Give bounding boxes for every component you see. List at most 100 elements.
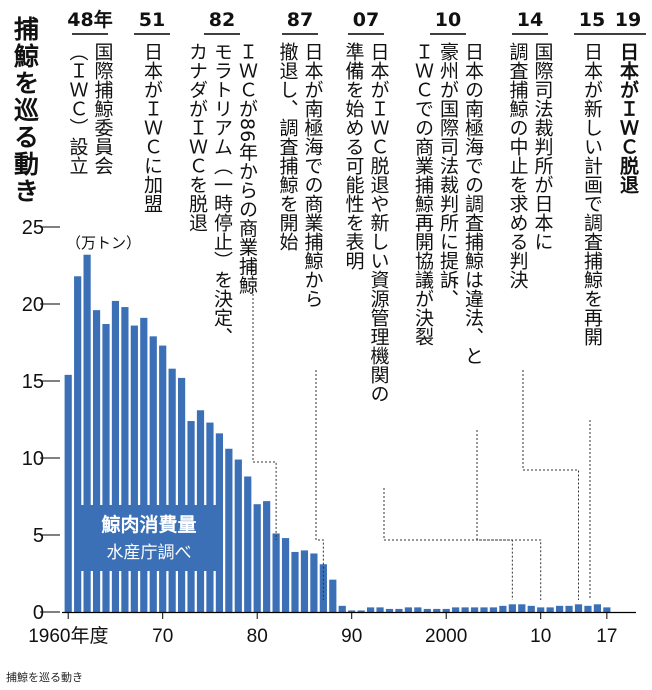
event-text-column: 撤退し、調査捕鯨を開始	[277, 42, 299, 251]
bar	[121, 307, 129, 612]
grid-lines: 0 5 10 15 20 25 （万トン）	[22, 217, 141, 624]
bar	[395, 608, 403, 612]
event-text-column: 国際司法裁判所が日本に	[532, 42, 554, 251]
event-text-column: （ＩＷＣ）設立	[67, 42, 89, 175]
x-tick-label: 90	[341, 626, 362, 647]
bar	[74, 276, 82, 612]
legend-main-label: 鯨肉消費量	[101, 513, 196, 536]
image-caption: 捕鯨を巡る動き	[6, 671, 83, 684]
y-axis-unit-label: （万トン）	[66, 234, 141, 252]
event-text-column: 調査捕鯨の中止を求める判決	[507, 42, 529, 289]
bar	[253, 504, 261, 612]
bar	[452, 607, 460, 612]
bar	[480, 607, 488, 612]
bar	[546, 607, 554, 612]
bar	[414, 607, 422, 612]
event-text-column: 準備を始める可能性を表明	[343, 42, 365, 270]
axes: 1960年度 70 80 90 2000 10 17	[28, 611, 636, 647]
bar	[518, 604, 526, 612]
event-leader-line	[383, 488, 513, 600]
event-text-column: モラトリアム（一時停止）を決定、	[211, 42, 233, 346]
event-leader-line	[315, 370, 324, 600]
event-year-label: 51	[139, 9, 165, 31]
y-tick-label: 25	[22, 217, 44, 239]
bar	[470, 607, 479, 612]
bar	[376, 607, 384, 612]
bar	[508, 604, 516, 612]
event-text-column: 国際捕鯨委員会	[92, 42, 114, 175]
event-year-label: 19	[615, 9, 641, 31]
bar	[263, 501, 271, 612]
bar	[244, 476, 252, 612]
bar	[149, 336, 157, 612]
bar	[537, 607, 545, 612]
bar	[574, 604, 583, 612]
bar	[168, 368, 176, 612]
bar	[338, 605, 346, 612]
bar	[234, 459, 242, 612]
bar	[159, 345, 167, 612]
legend-background	[80, 505, 218, 571]
legend-source-label: 水産庁調べ	[107, 543, 192, 563]
bar	[92, 310, 101, 612]
y-tick-label: 0	[33, 602, 44, 624]
event-year-label: 10	[435, 9, 461, 31]
bar	[178, 377, 186, 612]
title-group: 捕鯨を巡る動き	[11, 16, 41, 205]
chart-title: 捕鯨を巡る動き	[11, 16, 41, 205]
bar	[603, 607, 611, 612]
bar	[593, 604, 601, 612]
bar	[433, 608, 441, 612]
x-tick-label: 10	[530, 626, 551, 647]
event-text-column: カナダがＩＷＣを脱退	[186, 42, 208, 232]
y-tick-label: 5	[33, 525, 44, 547]
event-leader-line	[252, 262, 277, 540]
bar	[527, 605, 535, 612]
x-tick-label: 17	[596, 626, 617, 647]
event-text-column: ＩＷＣでの商業捕鯨再開協議が決裂	[412, 42, 434, 346]
event-text-column: ＩＷＣが86年からの商業捕鯨	[236, 42, 258, 294]
event-text-column: 日本が新しい計画で調査捕鯨を再開	[581, 42, 603, 346]
x-tick-label: 80	[247, 626, 268, 647]
y-tick-label: 10	[22, 448, 44, 470]
bar	[367, 607, 375, 612]
bar	[300, 550, 309, 612]
bar	[225, 448, 233, 612]
bar	[357, 610, 365, 612]
bar	[329, 579, 337, 612]
x-tick-label: 2000	[425, 626, 467, 647]
x-tick-label: 70	[152, 626, 173, 647]
bar	[423, 608, 431, 612]
bar	[385, 608, 394, 612]
bar	[102, 324, 110, 612]
y-tick-label: 15	[22, 371, 44, 393]
event-text-column: 日本がＩＷＣ脱退	[617, 42, 639, 194]
bar	[272, 533, 280, 612]
event-leader-lines	[252, 262, 591, 600]
bar	[499, 605, 507, 612]
bar	[584, 605, 592, 612]
event-year-label: 07	[353, 9, 379, 31]
event-year-label: 87	[287, 9, 313, 31]
bar	[461, 607, 469, 612]
event-text-column: 豪州が国際司法裁判所に提訴、	[437, 42, 459, 308]
event-text-column: 日本の南極海での調査捕鯨は違法、と	[462, 42, 484, 365]
bar	[310, 553, 318, 612]
event-leader-line	[476, 430, 542, 600]
bar	[281, 538, 290, 612]
event-year-label: 48年	[67, 8, 112, 31]
event-year-label: 82	[209, 9, 235, 31]
event-text-column: 日本が南極海での商業捕鯨から	[302, 42, 324, 308]
bar	[83, 254, 91, 612]
bar	[556, 605, 564, 612]
event-year-label: 15	[579, 9, 605, 31]
bar	[130, 325, 138, 612]
bar	[140, 317, 148, 612]
bar	[111, 300, 120, 612]
y-tick-label: 20	[22, 294, 44, 316]
event-text-column: 日本がＩＷＣに加盟	[141, 42, 163, 213]
event-text-column: 日本がＩＷＣ脱退や新しい資源管理機関の	[368, 42, 390, 403]
